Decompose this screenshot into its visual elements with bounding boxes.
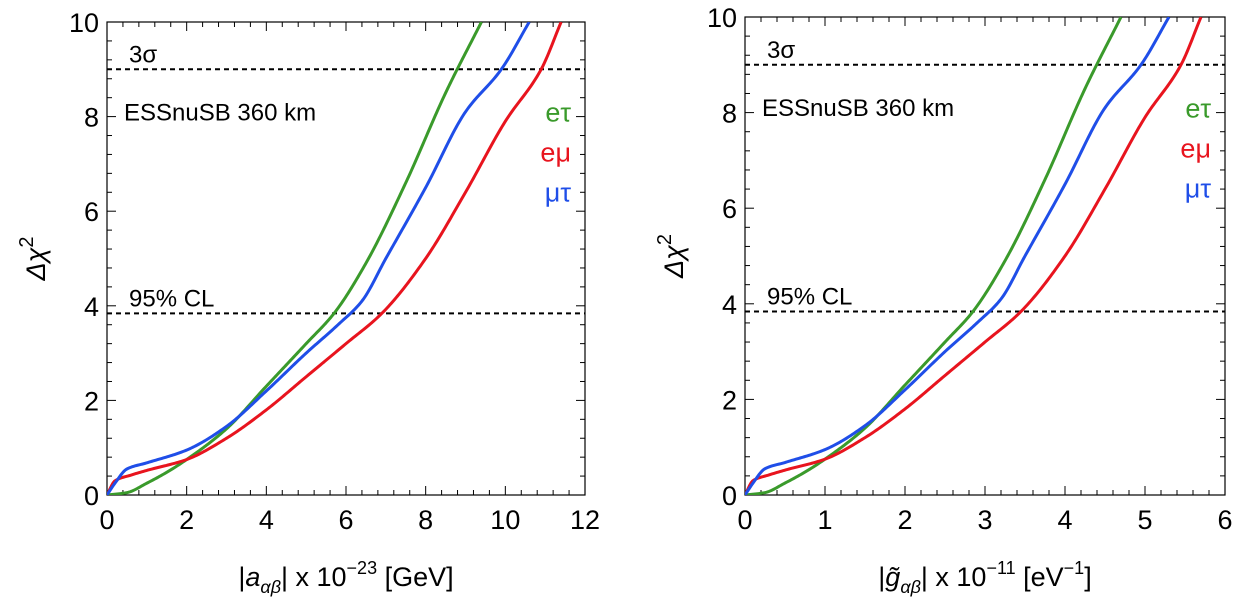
x-tick-label: 6	[338, 505, 353, 535]
y-tick-label: 4	[84, 292, 99, 322]
series-line-e-mu	[107, 22, 563, 495]
x-tick-label: 10	[490, 505, 520, 535]
series-line-e-mu	[745, 17, 1203, 495]
chart-panel-2: 0 1 2 3 4 5 6 0 2 4 6 8 10 3σ 95% CL ESSnuSB 360 km eτ eμ…	[654, 3, 1233, 597]
y-tick-label: 6	[722, 194, 737, 224]
y-axis-label: Δχ2	[654, 234, 689, 279]
reference-line-label: 95% CL	[129, 285, 214, 312]
y-tick-label: 4	[722, 290, 737, 320]
legend-entry-mu-tau: μτ	[1185, 173, 1212, 203]
y-tick-label: 6	[84, 197, 99, 227]
chart-panel-1: 0 2 4 6 8 10 12 0 2 4 6 8 10 3σ 95% CL ESSnuSB 360 km eτ…	[16, 8, 600, 597]
x-tick-label: 2	[179, 505, 194, 535]
experiment-annotation: ESSnuSB 360 km	[762, 95, 954, 122]
legend-entry-e-mu: eμ	[1180, 133, 1211, 163]
legend-entry-mu-tau: μτ	[545, 177, 572, 207]
reference-line-label: 3σ	[767, 37, 795, 64]
x-tick-label: 5	[1137, 505, 1152, 535]
y-tick-label: 8	[722, 99, 737, 129]
series-line-mu-tau	[107, 22, 531, 495]
tick-marks	[106, 21, 586, 496]
tick-marks	[744, 16, 1226, 496]
x-tick-label: 0	[737, 505, 752, 535]
reference-line-label: 3σ	[129, 41, 157, 68]
reference-line-label: 95% CL	[767, 283, 852, 310]
plot-frame	[106, 21, 586, 496]
x-axis-label: |aαβ| x 10−23 [GeV]	[238, 558, 453, 597]
x-tick-label: 12	[570, 505, 600, 535]
x-tick-label: 8	[418, 505, 433, 535]
y-tick-label: 2	[84, 386, 99, 416]
x-tick-label: 6	[1217, 505, 1232, 535]
x-tick-label: 4	[1057, 505, 1072, 535]
legend-entry-e-tau: eτ	[545, 97, 571, 127]
series-line-mu-tau	[745, 17, 1171, 495]
series-line-e-tau	[745, 17, 1123, 495]
series-line-e-tau	[107, 22, 483, 495]
y-tick-label: 0	[722, 481, 737, 511]
x-tick-label: 1	[817, 505, 832, 535]
legend-entry-e-tau: eτ	[1185, 93, 1211, 123]
y-tick-label: 10	[707, 3, 737, 33]
x-axis-label: |g̃αβ| x 10−11 [eV−1]	[878, 558, 1091, 597]
y-tick-label: 0	[84, 481, 99, 511]
x-tick-label: 3	[977, 505, 992, 535]
y-tick-label: 8	[84, 103, 99, 133]
y-axis-label: Δχ2	[16, 237, 51, 282]
experiment-annotation: ESSnuSB 360 km	[124, 99, 316, 126]
y-tick-label: 10	[69, 8, 99, 38]
x-tick-label: 2	[897, 505, 912, 535]
x-tick-label: 0	[99, 505, 114, 535]
y-tick-label: 2	[722, 385, 737, 415]
x-tick-label: 4	[259, 505, 274, 535]
plot-frame	[744, 16, 1226, 496]
legend-entry-e-mu: eμ	[540, 137, 571, 167]
